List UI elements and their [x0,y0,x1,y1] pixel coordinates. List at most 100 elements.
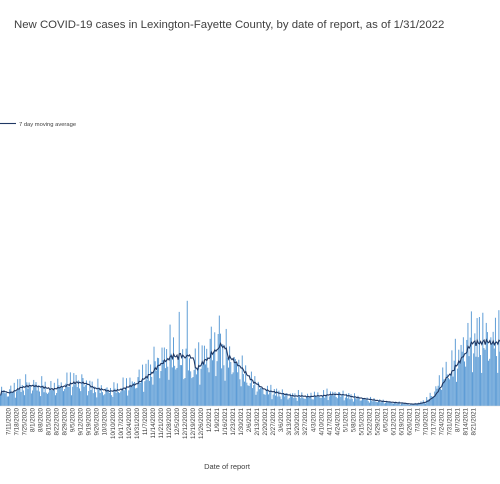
daily-case-bar [66,372,68,406]
x-tick-label: 11/14/2020 [150,407,157,438]
x-tick-label: 10/17/2020 [118,407,125,439]
daily-case-bar [387,402,389,406]
daily-case-bar [179,365,181,406]
daily-case-bar [325,394,327,406]
daily-case-bar [48,392,50,406]
x-tick-label: 5/15/2021 [358,407,365,435]
daily-case-bar [185,348,187,406]
daily-case-bar [119,393,121,406]
daily-case-bar [147,359,149,406]
daily-case-bar [491,344,493,406]
x-tick-label: 1/2/2021 [206,407,213,432]
daily-case-bar [279,396,281,406]
daily-case-bar [42,385,44,406]
daily-case-bar [431,396,433,406]
daily-case-bar [29,385,31,406]
daily-case-bar [189,358,191,406]
daily-case-bar [234,359,236,406]
daily-case-bar [191,378,193,406]
daily-case-bar [76,387,78,406]
x-tick-label: 7/3/2021 [415,407,422,432]
daily-case-bar [163,347,165,406]
daily-case-bar [401,403,402,406]
daily-case-bar [291,396,292,406]
daily-case-bar [255,394,257,406]
daily-case-bar [473,353,475,406]
daily-case-bar [272,394,274,406]
daily-case-bar [75,374,77,406]
daily-case-bar [108,392,110,406]
daily-case-bar [490,337,492,406]
daily-case-bar [161,347,163,406]
daily-case-bar [256,391,258,406]
daily-case-bar [152,384,154,406]
daily-case-bar [302,397,304,406]
daily-case-bar [106,387,108,406]
daily-case-bar [313,391,315,406]
daily-case-bar [115,392,117,406]
x-tick-label: 3/27/2021 [302,407,309,435]
daily-case-bar [289,393,291,406]
daily-case-bar [441,389,443,406]
x-tick-label: 11/7/2020 [142,407,149,435]
daily-case-bar [0,395,1,406]
daily-case-bar [134,381,136,406]
daily-case-bar [470,311,472,406]
daily-case-bar [357,395,359,406]
daily-case-bar [257,381,259,406]
daily-case-bar [328,396,330,406]
daily-case-bar [366,397,368,406]
daily-case-bar [293,398,295,406]
daily-case-bar [186,300,188,406]
daily-case-bar [447,377,449,406]
daily-case-bar [169,324,171,406]
daily-case-bar [131,381,133,406]
daily-case-bar [300,398,302,406]
daily-case-bar [418,402,420,406]
daily-case-bar [225,328,227,406]
daily-case-bar [67,386,69,406]
daily-case-bar [265,390,267,406]
daily-case-bar [368,402,370,406]
daily-case-bar [354,393,355,406]
daily-case-bar [252,388,254,406]
daily-case-bar [112,396,114,406]
x-tick-label: 2/13/2021 [254,407,261,435]
daily-case-bar [281,389,283,406]
daily-case-bar [348,393,350,406]
daily-case-bar [468,356,470,406]
daily-case-bar [461,351,463,406]
x-tick-label: 9/19/2020 [86,407,93,435]
daily-case-bar [245,365,247,406]
daily-case-bar [465,366,467,406]
x-tick-label: 5/8/2021 [350,407,357,432]
daily-case-bar [57,378,59,406]
x-tick-label: 12/26/2020 [198,407,205,439]
daily-case-bar [16,391,18,406]
daily-case-bar [215,376,217,406]
daily-case-bar [224,380,226,406]
daily-case-bar [241,355,243,406]
daily-case-bar [311,399,313,406]
daily-case-bar [430,395,432,406]
daily-case-bar [87,395,89,406]
daily-case-bar [407,404,409,406]
daily-case-bar [303,398,305,406]
daily-case-bar [308,397,310,406]
daily-case-bar [380,402,382,406]
daily-case-bar [367,401,369,406]
daily-case-bar [79,388,81,406]
daily-case-bar [109,387,111,406]
daily-case-bar [167,366,169,406]
daily-case-bar [158,358,160,406]
daily-case-bar [211,360,213,406]
daily-case-bar [315,396,317,406]
daily-case-bar [11,392,13,406]
daily-case-bar [5,392,7,406]
daily-case-bar [271,399,273,406]
daily-case-bar [274,395,276,406]
daily-case-bar [333,395,335,406]
daily-case-bar [284,396,286,406]
daily-case-bar [253,385,255,406]
daily-case-bar [206,348,208,406]
